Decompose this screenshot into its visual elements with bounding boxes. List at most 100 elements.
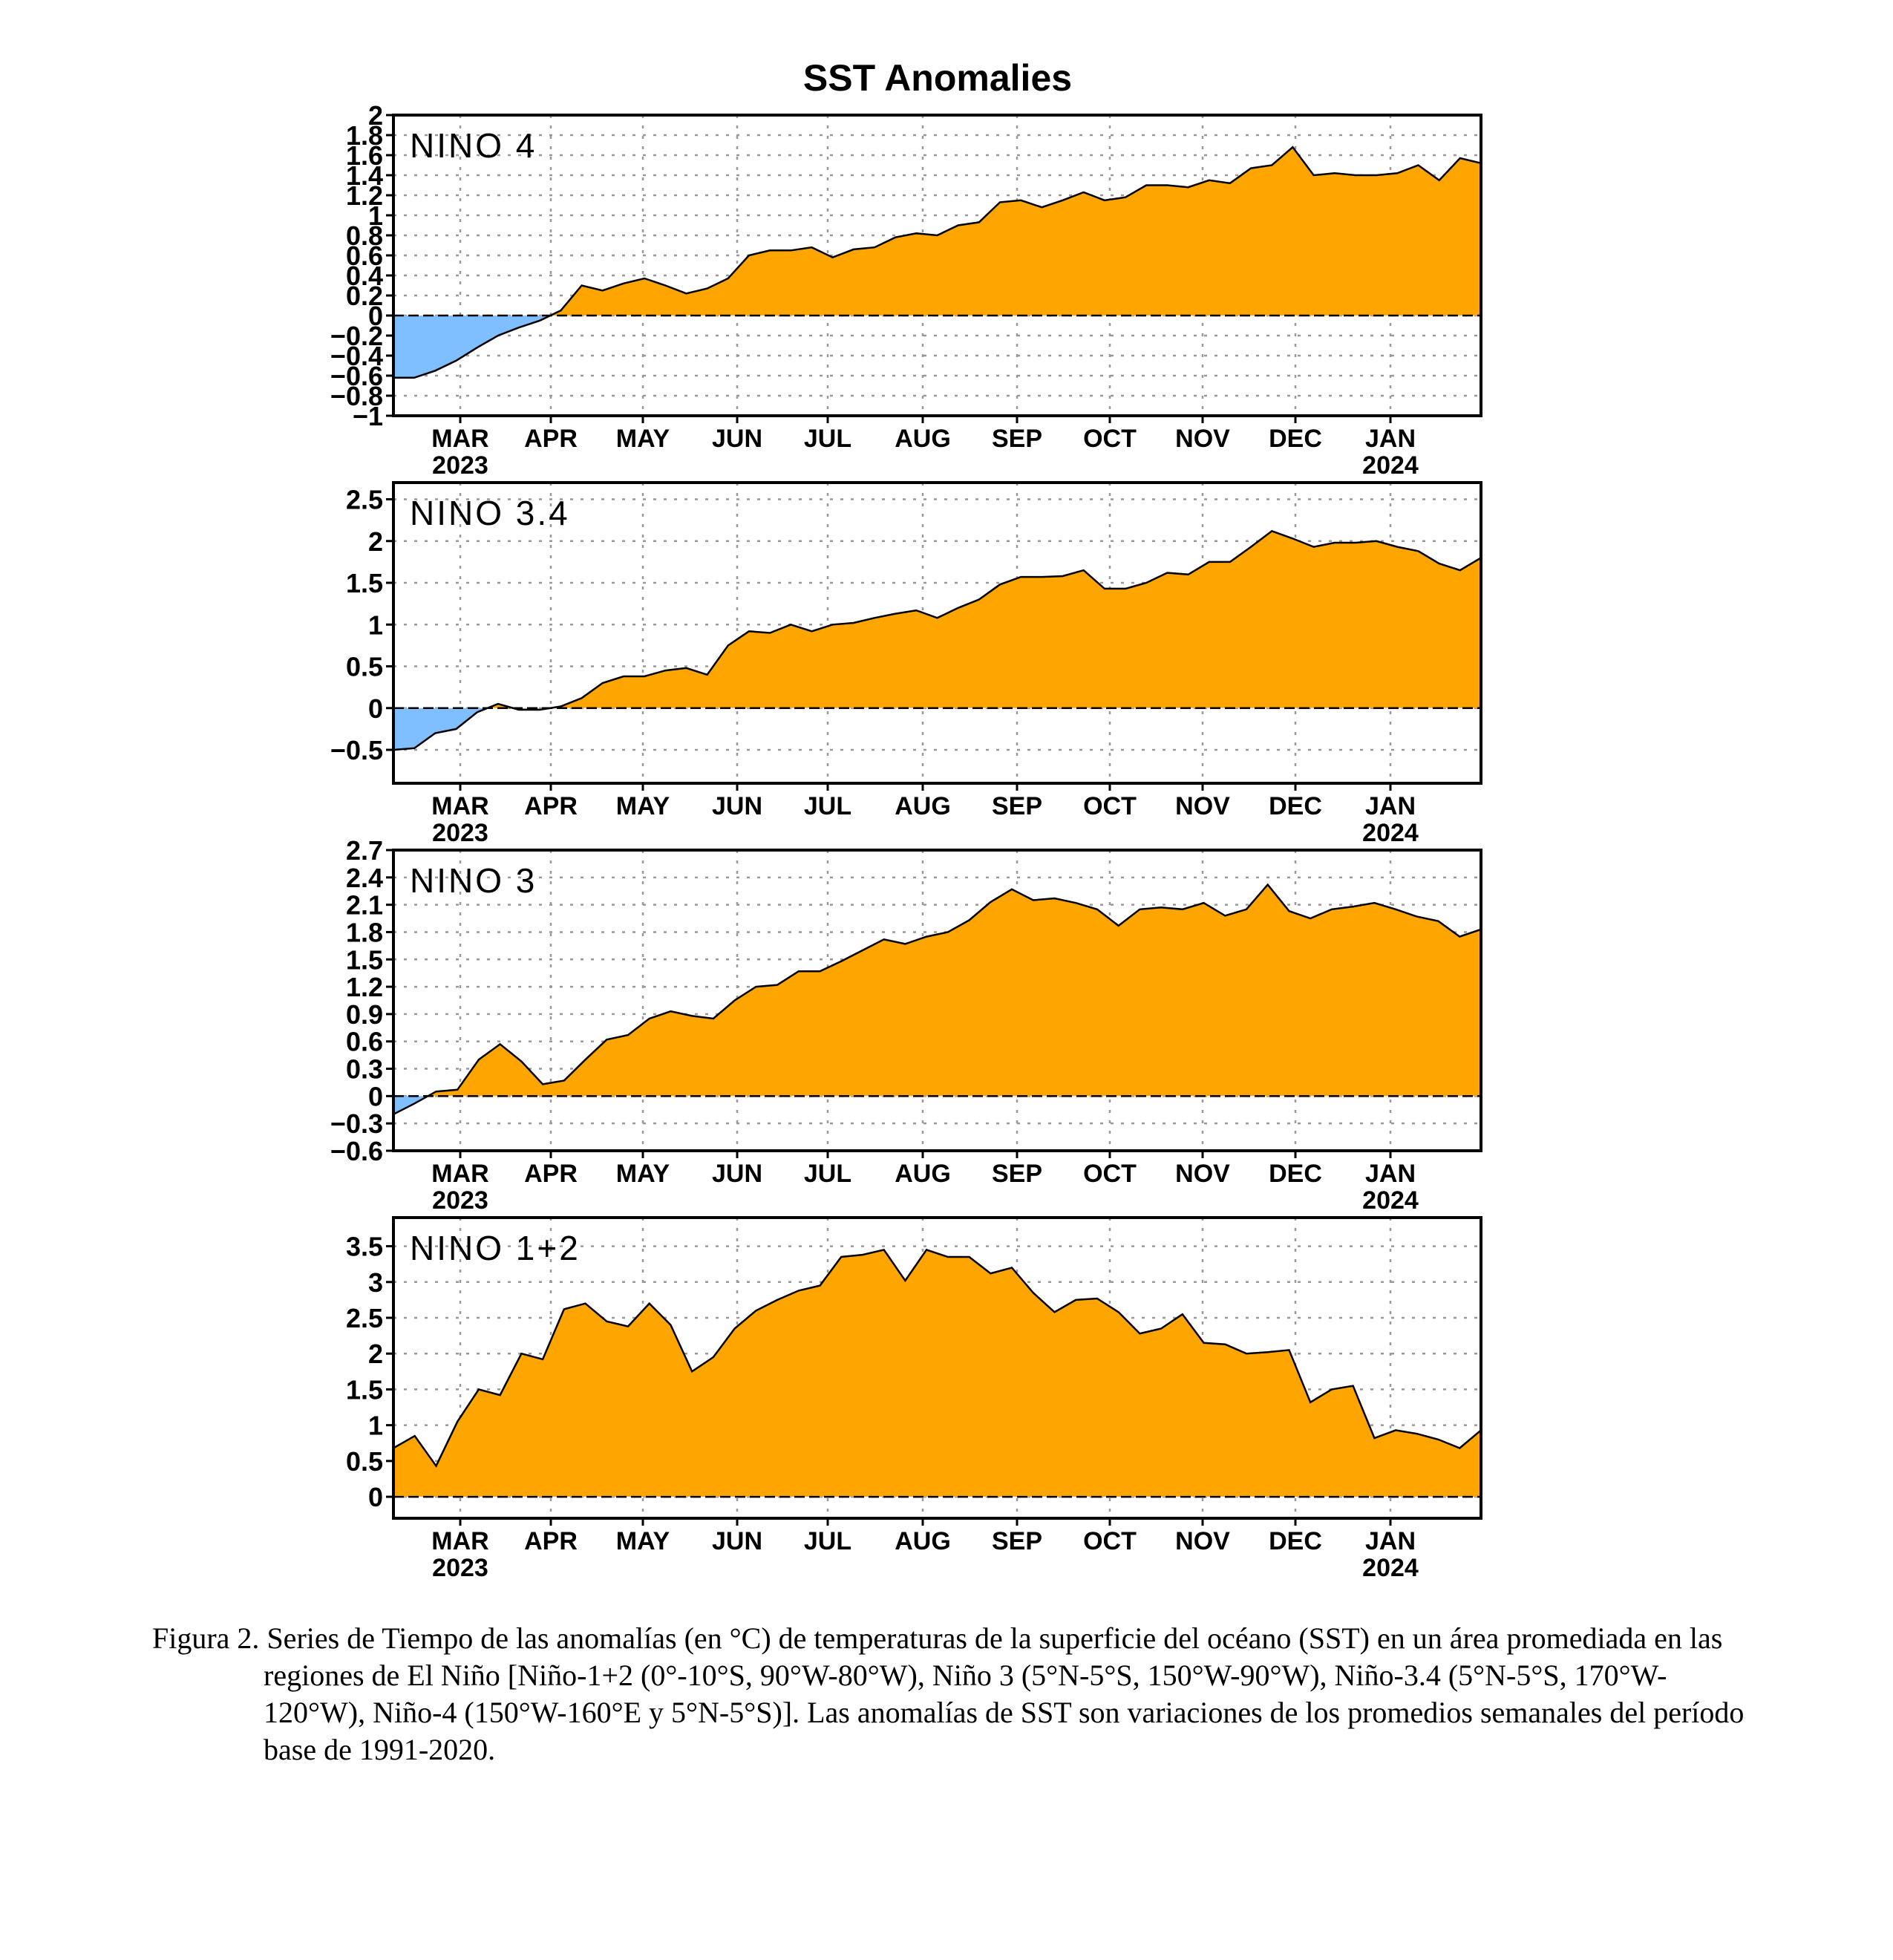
x-year-label: 2023	[432, 1554, 488, 1582]
y-tick-label: 1.2	[346, 180, 383, 211]
series-line	[393, 1248, 1481, 1469]
x-tick-label: JAN	[1365, 425, 1416, 453]
series-line	[393, 146, 1481, 379]
y-tick-label: 0.6	[346, 1027, 383, 1057]
x-tick-label: JUN	[712, 1160, 762, 1188]
x-tick-label: JUN	[712, 425, 762, 453]
x-tick-label: MAR	[431, 792, 488, 820]
x-year-label: 2024	[1362, 451, 1419, 480]
x-tick-label: SEP	[992, 425, 1042, 453]
y-tick-label: −0.2	[330, 321, 383, 351]
y-tick-label: 1.8	[346, 917, 383, 947]
x-tick-label: JUN	[712, 1527, 762, 1555]
y-tick-label: 2	[368, 1339, 383, 1369]
x-tick-label: JUN	[712, 792, 762, 820]
x-tick-label: NOV	[1175, 792, 1230, 820]
y-tick-label: 1	[368, 1411, 383, 1441]
panel-label: NINO 1+2	[410, 1229, 581, 1267]
x-tick-label: OCT	[1083, 425, 1137, 453]
x-tick-label: JAN	[1365, 1160, 1416, 1188]
x-tick-label: SEP	[992, 1160, 1042, 1188]
negative-anomaly-area	[393, 316, 1481, 378]
x-year-label: 2023	[432, 1186, 488, 1215]
y-tick-label: −0.5	[330, 735, 383, 765]
x-tick-label: APR	[524, 1527, 578, 1555]
y-tick-label: 3.5	[346, 1232, 383, 1262]
x-tick-label: NOV	[1175, 425, 1230, 453]
plot-frame	[392, 1216, 1482, 1520]
y-tick-label: 0.6	[346, 241, 383, 271]
x-tick-label: JUL	[804, 425, 851, 453]
x-tick-label: JUL	[804, 1527, 851, 1555]
y-tick-label: 2.4	[346, 863, 383, 893]
x-tick-label: SEP	[992, 1527, 1042, 1555]
chart-panel-3: −0.6−0.300.30.60.91.21.51.82.12.42.7MAR2…	[330, 835, 1482, 1215]
y-tick-label: −0.6	[330, 361, 383, 391]
x-tick-label: AUG	[895, 425, 951, 453]
y-tick-label: 0.5	[346, 652, 383, 682]
x-tick-label: APR	[524, 792, 578, 820]
x-tick-label: DEC	[1269, 792, 1322, 820]
x-year-label: 2023	[432, 451, 488, 480]
y-tick-label: 1.5	[346, 1374, 383, 1405]
x-tick-label: AUG	[895, 792, 951, 820]
y-tick-label: 2	[368, 100, 383, 131]
x-tick-label: MAY	[616, 1527, 670, 1555]
y-tick-label: 2.1	[346, 890, 383, 921]
y-tick-label: 2.5	[346, 485, 383, 515]
y-tick-label: 1.5	[346, 568, 383, 598]
x-tick-label: MAY	[616, 792, 670, 820]
x-tick-label: MAR	[431, 1527, 488, 1555]
y-tick-label: 2	[368, 526, 383, 557]
x-tick-label: NOV	[1175, 1527, 1230, 1555]
y-tick-label: 0.2	[346, 281, 383, 311]
y-tick-label: 1.6	[346, 140, 383, 171]
y-tick-label: 2.5	[346, 1303, 383, 1333]
panel-label: NINO 4	[410, 126, 537, 165]
series-line	[393, 883, 1481, 1116]
x-tick-label: MAR	[431, 425, 488, 453]
y-tick-label: 0.3	[346, 1054, 383, 1085]
x-tick-label: NOV	[1175, 1160, 1230, 1188]
y-tick-label: 0.5	[346, 1446, 383, 1477]
y-tick-label: 2.7	[346, 835, 383, 866]
x-tick-label: AUG	[895, 1527, 951, 1555]
y-tick-label: 1.4	[346, 160, 383, 191]
x-year-label: 2024	[1362, 819, 1419, 847]
sst-anomalies-figure: SST Anomalies −1−0.8−0.6−0.4−0.200.20.40…	[330, 57, 1482, 1582]
y-tick-label: 1	[368, 610, 383, 640]
x-tick-label: OCT	[1083, 1160, 1137, 1188]
panel-label: NINO 3.4	[410, 494, 570, 532]
x-tick-label: MAY	[616, 425, 670, 453]
panel-label: NINO 3	[410, 861, 537, 900]
y-tick-label: 0.4	[346, 261, 383, 291]
x-tick-label: SEP	[992, 792, 1042, 820]
x-tick-label: DEC	[1269, 425, 1322, 453]
y-tick-label: −0.3	[330, 1108, 383, 1139]
x-tick-label: MAY	[616, 1160, 670, 1188]
caption-text: Series de Tiempo de las anomalías (en °C…	[264, 1621, 1745, 1766]
positive-anomaly-area	[393, 147, 1481, 316]
x-tick-label: MAR	[431, 1160, 488, 1188]
y-tick-label: 1.2	[346, 972, 383, 1002]
y-tick-label: 0	[368, 1482, 383, 1512]
x-tick-label: AUG	[895, 1160, 951, 1188]
series-line	[393, 529, 1481, 751]
x-tick-label: JAN	[1365, 1527, 1416, 1555]
x-tick-label: JUL	[804, 1160, 851, 1188]
x-tick-label: OCT	[1083, 792, 1137, 820]
positive-anomaly-area	[393, 531, 1481, 708]
y-tick-label: −0.6	[330, 1136, 383, 1166]
y-tick-label: 0.9	[346, 999, 383, 1030]
x-year-label: 2023	[432, 819, 488, 847]
plot-frame	[392, 481, 1482, 785]
y-tick-label: 0	[368, 301, 383, 331]
y-tick-label: 0	[368, 693, 383, 724]
y-tick-label: −0.8	[330, 381, 383, 411]
y-tick-label: 0.8	[346, 220, 383, 251]
x-tick-label: APR	[524, 425, 578, 453]
caption-label: Figura 2.	[152, 1621, 260, 1655]
y-tick-label: 0	[368, 1081, 383, 1111]
positive-anomaly-area	[393, 1250, 1481, 1497]
